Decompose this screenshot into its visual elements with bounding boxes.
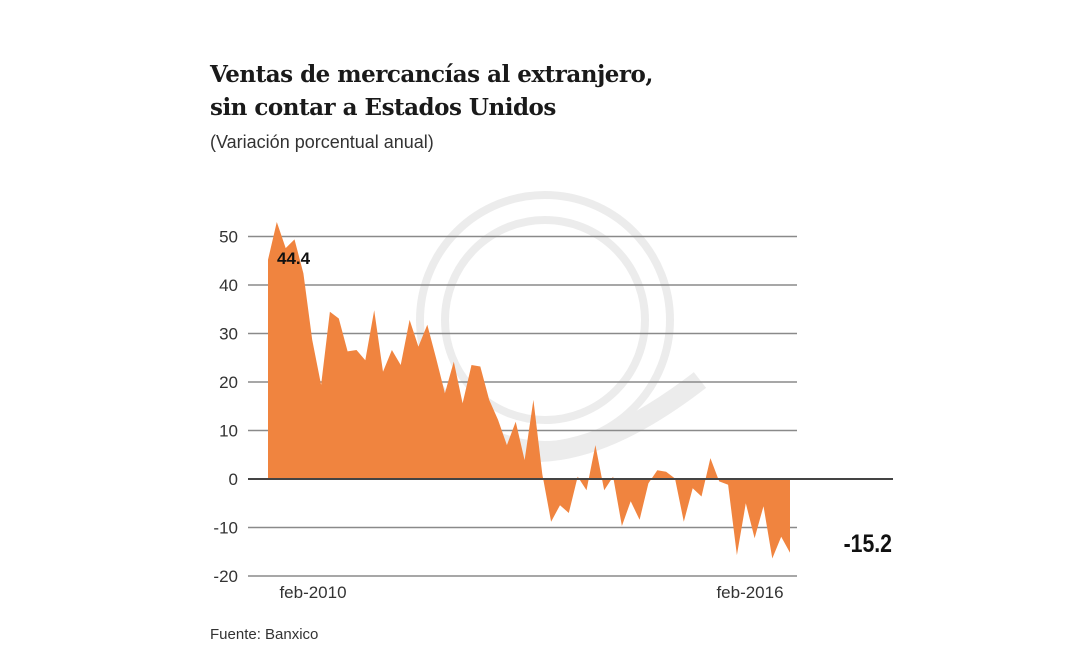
y-tick-label: 0 xyxy=(229,470,238,489)
y-tick-label: 40 xyxy=(219,276,238,295)
annotation-first-value: 44.4 xyxy=(277,249,311,268)
source-note: Fuente: Banxico xyxy=(210,626,319,643)
y-tick-label: 10 xyxy=(219,422,238,441)
annotation-last-value: -15.2 xyxy=(844,529,892,557)
x-tick-label-end: feb-2016 xyxy=(716,583,783,602)
area-series xyxy=(268,222,790,559)
title-line-1: Ventas de mercancías al extranjero, xyxy=(210,61,653,88)
chart-title: Ventas de mercancías al extranjero, sin … xyxy=(210,58,653,124)
y-tick-label: 30 xyxy=(219,325,238,344)
x-tick-label-start: feb-2010 xyxy=(279,583,346,602)
title-line-2: sin contar a Estados Unidos xyxy=(210,94,556,121)
chart-subtitle: (Variación porcentual anual) xyxy=(210,132,434,152)
y-tick-label: 20 xyxy=(219,373,238,392)
y-tick-label: -10 xyxy=(213,519,238,538)
y-tick-label: -20 xyxy=(213,567,238,586)
y-tick-label: 50 xyxy=(219,228,238,247)
